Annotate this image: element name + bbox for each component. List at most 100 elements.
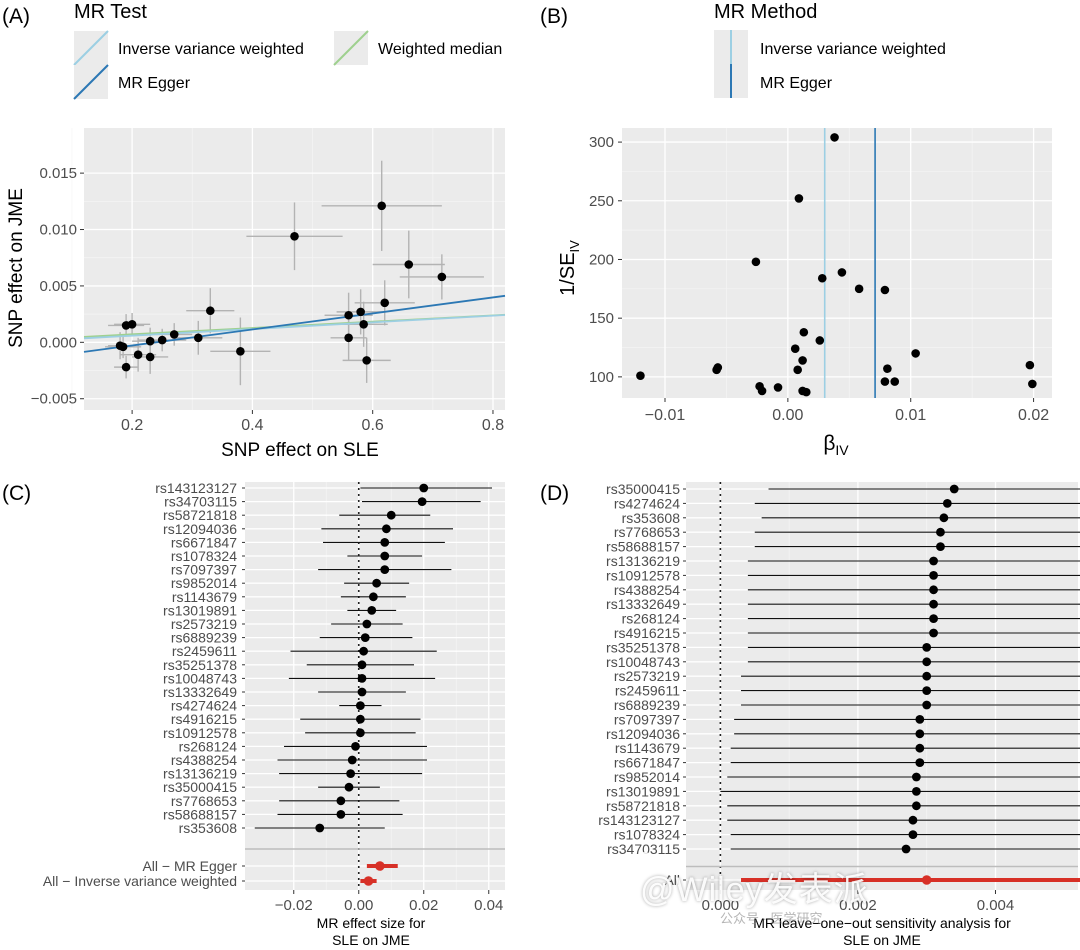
x-tick-label: 0.04	[474, 897, 503, 914]
effect-point	[922, 700, 932, 710]
effect-point	[911, 787, 921, 796]
effect-point	[315, 823, 325, 833]
data-point	[801, 387, 811, 397]
panel-c-xlabel-line1: MR effect size for	[317, 915, 426, 931]
data-point	[157, 335, 167, 345]
data-point	[118, 342, 128, 352]
snp-label: rs7768653	[614, 524, 680, 540]
data-point	[799, 327, 809, 337]
data-point	[380, 298, 390, 308]
panel-b-ylabel: 1/SEIV	[557, 240, 582, 296]
panel-c-marks: −0.02 0.00 0.02 0.04rs143123127rs34703115rs…	[43, 480, 505, 914]
data-point	[236, 347, 245, 356]
effect-point	[336, 796, 346, 806]
data-point	[815, 336, 825, 345]
effect-point	[367, 606, 377, 615]
x-tick-label: 0.00	[772, 407, 803, 424]
data-point	[145, 336, 155, 346]
effect-point	[922, 657, 932, 667]
panel-b-xlabel-main: β	[823, 432, 835, 455]
data-point	[344, 333, 353, 343]
data-point	[830, 133, 839, 142]
panel-b: (B) MR Method Inverse variance weighted …	[540, 1, 1052, 458]
panel-b-xlabel-sub: IV	[835, 442, 849, 458]
watermark-sub: 公众号 · 医学研究	[720, 911, 823, 926]
data-point	[817, 273, 827, 283]
panel-b-ylabel-main: 1/SE	[557, 252, 579, 295]
data-point	[911, 349, 920, 358]
data-point	[837, 268, 847, 277]
snp-label: rs4916215	[614, 625, 680, 641]
snp-label: rs10912578	[163, 725, 237, 741]
legend-key-ivw	[73, 30, 109, 66]
effect-point	[939, 513, 949, 523]
effect-point	[380, 551, 390, 561]
legend-label-egger: MR Egger	[118, 75, 191, 92]
snp-label: rs4388254	[171, 752, 237, 768]
snp-label: rs58688157	[606, 539, 680, 555]
data-point	[290, 231, 299, 241]
y-tick-label: 100	[589, 369, 614, 386]
data-point	[751, 257, 761, 267]
panel-d-label: (D)	[540, 482, 569, 505]
effect-point	[359, 646, 369, 656]
snp-label: rs13332649	[163, 684, 237, 700]
effect-point	[922, 643, 932, 652]
effect-point	[360, 633, 370, 642]
x-tick-label: −0.01	[645, 407, 686, 424]
data-point	[359, 319, 368, 329]
snp-label: rs58688157	[163, 806, 237, 822]
effect-point	[936, 527, 945, 537]
x-tick-label: 0.002	[839, 897, 877, 914]
effect-point	[355, 714, 365, 724]
data-point	[883, 364, 892, 373]
snp-label: rs1078324	[614, 827, 680, 843]
panel-a-xlabel: SNP effect on SLE	[221, 440, 379, 461]
legend-label-ivw: Inverse variance weighted	[118, 41, 304, 58]
panel-d-marks: 0.000 0.002 0.004 rs35000415rs4274624rs3536…	[598, 481, 1080, 914]
effect-point	[357, 687, 367, 697]
data-point	[193, 333, 203, 343]
snp-label: rs35251378	[606, 639, 680, 655]
effect-point	[908, 830, 918, 839]
effect-point	[346, 769, 356, 778]
effect-point	[351, 742, 360, 751]
data-point	[206, 306, 215, 316]
effect-point	[347, 755, 357, 765]
panel-c-label: (C)	[2, 482, 31, 505]
snp-label: rs35000415	[606, 481, 680, 497]
panel-a: (A) MR Test Inverse variance weighted MR…	[2, 1, 506, 461]
effect-point	[355, 728, 365, 738]
snp-label: rs2573219	[171, 616, 237, 632]
snp-label: rs34703115	[607, 841, 680, 857]
snp-label: rs10048743	[606, 654, 680, 670]
snp-label: rs6671847	[614, 755, 680, 771]
x-tick-label: 0.2	[121, 417, 143, 434]
flower-logo-icon	[616, 851, 674, 888]
effect-point	[915, 743, 925, 753]
y-tick-label: −0.005	[31, 391, 77, 408]
effect-point	[922, 671, 932, 681]
panel-b-legend: Inverse variance weighted MR Egger	[714, 30, 946, 98]
summary-point	[363, 876, 374, 886]
snp-label: rs4274624	[614, 495, 680, 511]
data-point	[356, 307, 365, 317]
snp-label: rs268124	[622, 611, 681, 627]
snp-label: rs35251378	[163, 657, 237, 673]
effect-point	[386, 510, 396, 520]
effect-point	[936, 542, 945, 551]
y-tick-label: 0.015	[39, 165, 77, 182]
effect-point	[929, 599, 938, 609]
snp-label: rs13019891	[163, 602, 237, 618]
snp-label: rs35000415	[163, 779, 237, 795]
effect-point	[929, 556, 938, 566]
snp-label: rs2459611	[172, 643, 237, 659]
data-point	[404, 260, 414, 269]
panel-b-ylabel-sub: IV	[567, 240, 582, 253]
panel-b-legend-title: MR Method	[714, 1, 817, 23]
legend-label-egger: MR Egger	[760, 75, 833, 92]
panel-c-xlabel-line2: SLE on JME	[332, 932, 410, 948]
snp-label: rs4916215	[171, 711, 237, 727]
snp-label: rs9852014	[614, 769, 680, 785]
y-tick-label: 300	[589, 134, 614, 151]
